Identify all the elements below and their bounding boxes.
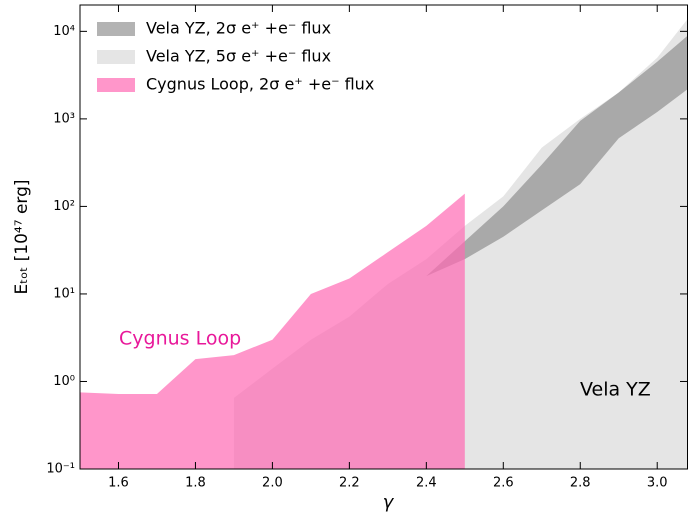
legend-swatch [97,22,135,36]
band-area [426,35,688,277]
y-tick-label: 10⁴ [53,24,75,39]
legend-label: Vela YZ, 2σ e⁺ +e⁻ flux [146,19,331,38]
band-area [80,193,465,470]
annotation: Cygnus Loop [119,328,241,350]
y-axis-label: Eₜₒₜ [10⁴⁷ erg] [12,179,32,294]
x-tick-label: 2.6 [493,476,514,491]
x-tick-label: 2.2 [339,476,360,491]
x-tick-label: 2.8 [570,476,591,491]
x-tick-label: 2.4 [416,476,437,491]
y-tick-label: 10³ [53,111,75,126]
legend-label: Vela YZ, 5σ e⁺ +e⁻ flux [146,47,331,66]
x-tick-label: 1.8 [185,476,206,491]
legend-swatch [97,78,135,92]
x-tick-label: 3.0 [647,476,668,491]
legend-label: Cygnus Loop, 2σ e⁺ +e⁻ flux [146,75,374,94]
y-tick-label: 10² [53,199,75,214]
x-axis-label: γ [383,492,395,513]
legend-swatch [97,50,135,64]
annotation: Vela YZ [580,379,651,401]
y-tick-label: 10⁰ [53,374,75,389]
x-tick-label: 2.0 [262,476,283,491]
y-tick-label: 10¹ [53,286,75,301]
x-tick-label: 1.6 [108,476,129,491]
y-tick-label: 10⁻¹ [46,462,75,477]
